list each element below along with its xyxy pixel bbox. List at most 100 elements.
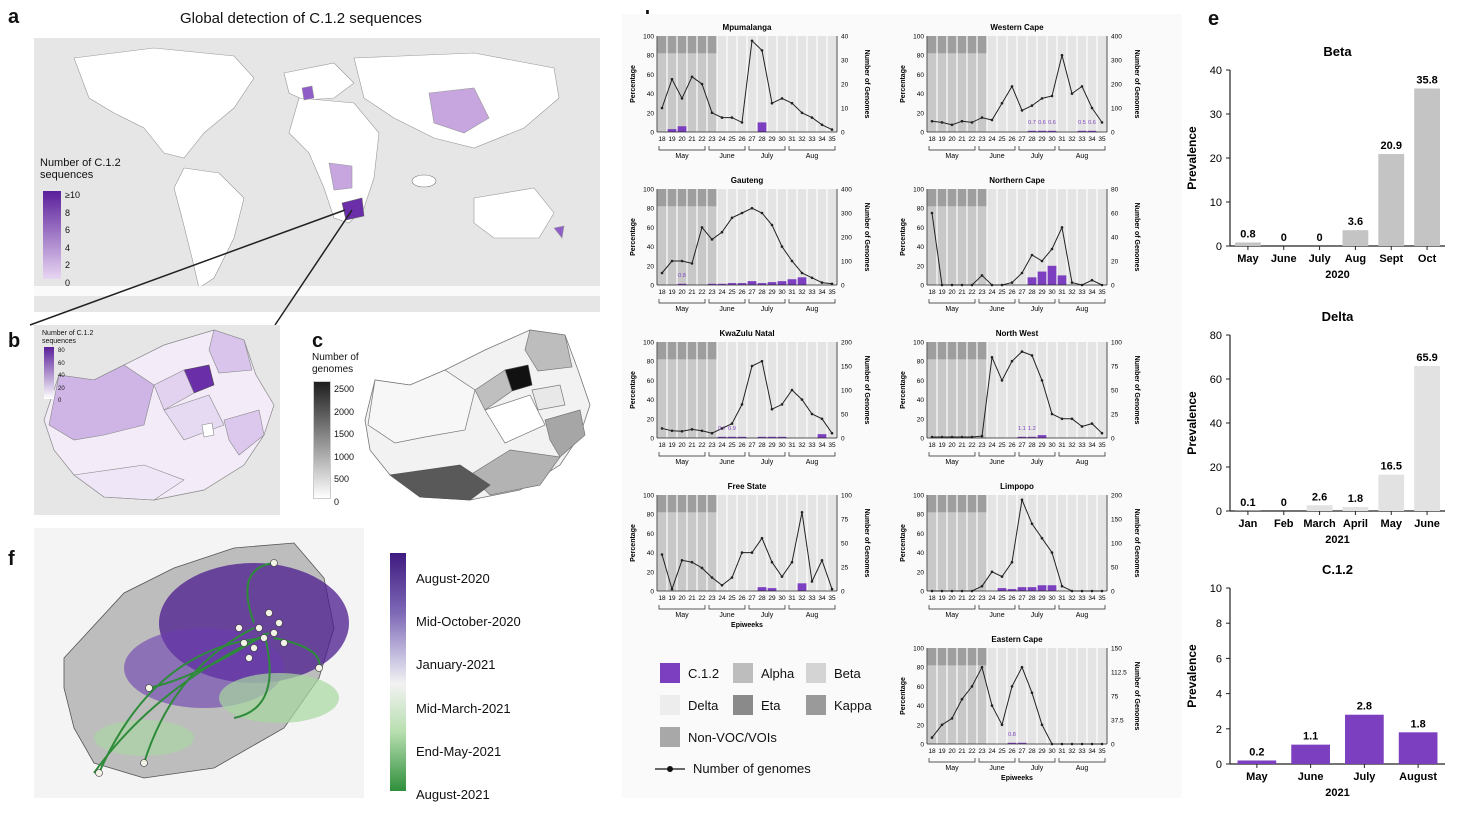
variant-bar-top bbox=[968, 648, 977, 665]
week-tick-label: 20 bbox=[948, 136, 956, 143]
week-tick-label: 33 bbox=[1078, 595, 1086, 602]
month-bracket bbox=[749, 146, 785, 150]
x-axis-label: 2021 bbox=[1325, 787, 1349, 799]
variant-bar bbox=[728, 189, 737, 285]
week-tick-label: 25 bbox=[728, 442, 736, 449]
y-tick-label: 40 bbox=[1210, 65, 1222, 77]
y-tick-label: 0 bbox=[650, 436, 654, 443]
week-tick-label: 20 bbox=[678, 442, 686, 449]
genomes-point bbox=[931, 590, 934, 593]
variant-bar-top bbox=[678, 36, 687, 53]
month-label: July bbox=[1031, 306, 1044, 313]
week-tick-label: 18 bbox=[928, 748, 936, 755]
sa-map-b-svg bbox=[34, 325, 280, 515]
variant-bar-top bbox=[978, 342, 987, 359]
month-bracket bbox=[979, 146, 1015, 150]
c12-value-label: 0.6 bbox=[1038, 120, 1046, 126]
genomes-point bbox=[741, 403, 744, 406]
c12-bar bbox=[998, 588, 1007, 591]
week-tick-label: 23 bbox=[978, 442, 986, 449]
variant-bar bbox=[1018, 189, 1027, 285]
bar-value-label: 3.6 bbox=[1348, 216, 1363, 228]
variant-bar bbox=[748, 342, 757, 438]
c12-bar bbox=[778, 281, 787, 285]
genomes-point bbox=[701, 430, 704, 433]
variant-bar bbox=[748, 189, 757, 285]
genomes-point bbox=[1021, 666, 1024, 669]
month-label: June bbox=[989, 612, 1004, 619]
month-label: Aug bbox=[1076, 765, 1089, 772]
chart-title: C.1.2 bbox=[1322, 562, 1353, 577]
variant-bar bbox=[828, 342, 837, 438]
category-label: June bbox=[1414, 518, 1440, 530]
week-tick-label: 34 bbox=[1088, 289, 1096, 296]
genomes-point bbox=[811, 580, 814, 583]
genomes-point bbox=[691, 428, 694, 431]
variant-bar-top bbox=[968, 495, 977, 512]
legend-label: Kappa bbox=[834, 698, 872, 713]
y2-tick-label: 30 bbox=[841, 58, 849, 65]
legend-label: Eta bbox=[761, 698, 781, 713]
variant-bar bbox=[1058, 648, 1067, 744]
week-tick-label: 23 bbox=[978, 136, 986, 143]
y-tick-label: 100 bbox=[643, 187, 654, 194]
genomes-point bbox=[941, 590, 944, 593]
variant-bar-top bbox=[978, 189, 987, 206]
y-tick-label: 60 bbox=[917, 684, 925, 691]
week-tick-label: 26 bbox=[738, 136, 746, 143]
week-tick-label: 24 bbox=[718, 595, 726, 602]
y-tick-label: 20 bbox=[1210, 462, 1222, 474]
week-tick-label: 24 bbox=[988, 136, 996, 143]
y2-tick-label: 50 bbox=[841, 541, 849, 548]
week-tick-label: 30 bbox=[778, 289, 786, 296]
genomes-point bbox=[981, 116, 984, 119]
week-tick-label: 32 bbox=[1068, 136, 1076, 143]
variant-bar bbox=[808, 342, 817, 438]
y2-axis-label: Number of Genomes bbox=[863, 509, 870, 578]
genomes-point bbox=[1011, 281, 1014, 284]
variant-bar bbox=[1088, 189, 1097, 285]
chart-title: Gauteng bbox=[731, 176, 764, 185]
y-axis-label: Percentage bbox=[900, 524, 907, 562]
y-tick-label: 100 bbox=[643, 493, 654, 500]
month-label: Aug bbox=[806, 153, 819, 160]
legend-label: Alpha bbox=[761, 666, 794, 681]
genomes-point bbox=[1021, 499, 1024, 502]
month-label: June bbox=[989, 153, 1004, 160]
c12-bar bbox=[1038, 272, 1047, 285]
week-tick-label: 35 bbox=[828, 289, 836, 296]
variant-bar bbox=[1088, 648, 1097, 744]
month-bracket bbox=[1059, 452, 1105, 456]
bar-value-label: 0.1 bbox=[1240, 497, 1255, 509]
chart-title: Mpumalanga bbox=[723, 23, 772, 32]
y2-tick-label: 0 bbox=[841, 436, 845, 443]
genomes-point bbox=[1101, 121, 1104, 124]
variant-bar bbox=[1078, 36, 1087, 132]
panel-c-tick: 1500 bbox=[334, 423, 354, 446]
y-tick-label: 10 bbox=[1210, 583, 1222, 595]
legend-beta: Beta bbox=[806, 663, 861, 683]
y-tick-label: 100 bbox=[913, 34, 924, 41]
week-tick-label: 22 bbox=[698, 595, 706, 602]
variant-bar bbox=[1068, 648, 1077, 744]
genomes-point bbox=[1021, 272, 1024, 275]
week-tick-label: 30 bbox=[778, 136, 786, 143]
week-tick-label: 23 bbox=[708, 595, 716, 602]
genomes-point bbox=[751, 551, 754, 554]
y-tick-label: 60 bbox=[917, 225, 925, 232]
y-tick-label: 40 bbox=[647, 550, 655, 557]
variant-bar-top bbox=[968, 189, 977, 206]
panel-b-legend-title-line1: Number of C.1.2 bbox=[42, 330, 93, 338]
genomes-point bbox=[1091, 422, 1094, 425]
c12-bar bbox=[798, 277, 807, 285]
variant-bar-top bbox=[688, 189, 697, 206]
y2-axis-label: Number of Genomes bbox=[1133, 203, 1140, 272]
genomes-point bbox=[671, 78, 674, 81]
genomes-point bbox=[971, 284, 974, 287]
bar bbox=[1235, 242, 1261, 246]
week-tick-label: 18 bbox=[928, 442, 936, 449]
y-axis-label: Prevalence bbox=[1185, 391, 1199, 455]
variant-bar-top bbox=[698, 36, 707, 53]
f-time-label: August-2021 bbox=[416, 773, 521, 816]
week-tick-label: 33 bbox=[1078, 748, 1086, 755]
